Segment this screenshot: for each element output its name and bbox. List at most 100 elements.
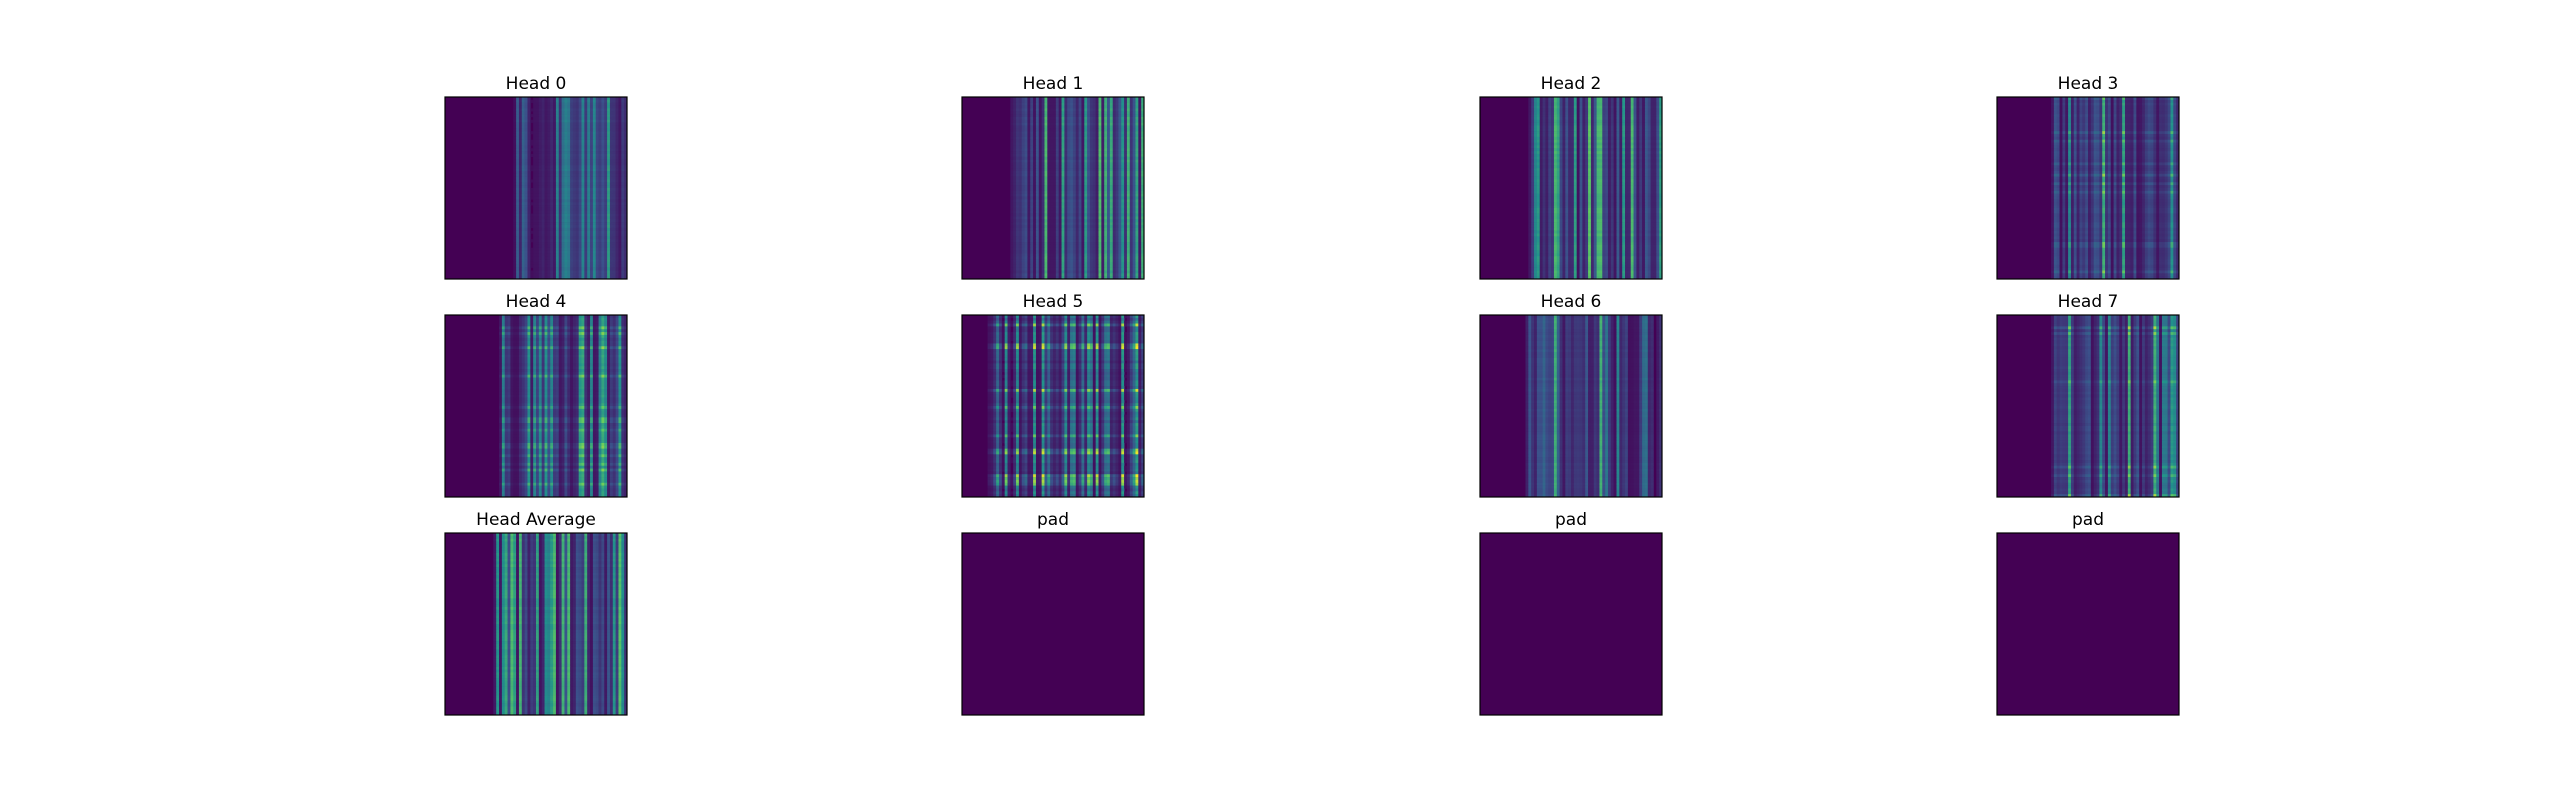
- heatmap-cell: [1092, 133, 1096, 138]
- heatmap-cell: [516, 125, 520, 129]
- heatmap-cell: [612, 173, 616, 177]
- heatmap-cell: [592, 173, 597, 177]
- heatmap-cell: [1078, 179, 1082, 183]
- heatmap-cell: [1121, 156, 1125, 160]
- heatmap-cell: [572, 267, 577, 271]
- heatmap-cell: [604, 222, 608, 226]
- heatmap-cell: [1064, 199, 1068, 203]
- heatmap-cell: [524, 222, 528, 226]
- heatmap-cell: [595, 247, 599, 251]
- heatmap-cell: [1044, 242, 1048, 246]
- heatmap-cell: [1072, 170, 1077, 175]
- heatmap-cell: [1124, 213, 1128, 217]
- heatmap-cell: [547, 236, 551, 240]
- heatmap-cell: [1030, 227, 1034, 231]
- heatmap-cell: [538, 145, 542, 149]
- heatmap-cell: [595, 239, 599, 243]
- heatmap-cell: [1104, 165, 1108, 169]
- heatmap-cell: [555, 136, 560, 140]
- heatmap-cell: [536, 159, 540, 163]
- heatmap-cell: [578, 108, 582, 112]
- heatmap-cell: [612, 99, 616, 103]
- heatmap-cell: [1013, 242, 1017, 246]
- heatmap-cell: [561, 247, 565, 251]
- heatmap-cell: [1061, 213, 1065, 217]
- heatmap-cell: [1118, 179, 1122, 183]
- heatmap-cell: [555, 142, 560, 146]
- heatmap-cell: [1089, 222, 1094, 226]
- heatmap-cell: [536, 239, 540, 243]
- heatmap-cell: [1075, 207, 1079, 212]
- heatmap-cell: [592, 244, 597, 249]
- heatmap-cell: [1010, 119, 1014, 123]
- heatmap-cell: [1075, 219, 1079, 223]
- heatmap-cell: [1027, 199, 1031, 203]
- heatmap-cell: [1112, 153, 1116, 158]
- heatmap-cell: [1092, 176, 1096, 180]
- heatmap-cell: [1092, 105, 1096, 109]
- heatmap-cell: [587, 128, 591, 132]
- heatmap-cell: [581, 199, 585, 203]
- heatmap-cell: [1070, 213, 1074, 217]
- heatmap-cell: [1118, 142, 1122, 146]
- heatmap-cell: [1138, 102, 1142, 106]
- heatmap-cell: [615, 264, 619, 268]
- heatmap-cell: [544, 185, 548, 189]
- heatmap-cell: [1016, 207, 1020, 212]
- heatmap-cell: [584, 99, 588, 103]
- heatmap-cell: [615, 247, 619, 251]
- heatmap-cell: [1064, 224, 1068, 229]
- heatmap-cell: [521, 116, 525, 121]
- heatmap-cell: [533, 156, 537, 160]
- heatmap-cell: [1067, 125, 1071, 129]
- heatmap-cell: [1089, 156, 1094, 160]
- heatmap-cell: [1115, 145, 1119, 149]
- heatmap-cell: [538, 168, 542, 172]
- heatmap-cell: [550, 182, 554, 186]
- heatmap-cell: [524, 256, 528, 260]
- heatmap-cell: [1104, 242, 1108, 246]
- heatmap-cell: [561, 261, 565, 266]
- heatmap-cell: [615, 165, 619, 169]
- heatmap-cell: [538, 190, 542, 194]
- heatmap-cell: [1013, 199, 1017, 203]
- heatmap-cell: [1053, 97, 1057, 101]
- heatmap-cell: [1035, 193, 1040, 197]
- heatmap-cell: [607, 145, 611, 149]
- heatmap-cell: [544, 139, 548, 143]
- heatmap-cell: [1126, 159, 1131, 163]
- heatmap-cell: [1081, 148, 1085, 152]
- heatmap-cell: [584, 199, 588, 203]
- heatmap-cell: [1055, 122, 1059, 126]
- heatmap-cell: [607, 151, 611, 155]
- heatmap-cell: [1092, 239, 1096, 243]
- heatmap-cell: [570, 261, 574, 266]
- heatmap-cell: [1075, 133, 1079, 138]
- heatmap-cell: [538, 250, 542, 254]
- heatmap-cell: [1098, 176, 1102, 180]
- heatmap-cell: [1089, 165, 1094, 169]
- heatmap-cell: [618, 142, 622, 146]
- heatmap-cell: [575, 99, 579, 103]
- heatmap-cell: [1089, 139, 1094, 143]
- heatmap-cell: [575, 122, 579, 126]
- heatmap-cell: [609, 193, 614, 197]
- heatmap-cell: [578, 125, 582, 129]
- heatmap-cell: [567, 205, 571, 209]
- heatmap-cell: [1058, 122, 1062, 126]
- heatmap-cell: [592, 199, 597, 203]
- heatmap-cell: [1072, 168, 1077, 172]
- heatmap-cell: [527, 216, 531, 220]
- heatmap-cell: [553, 188, 557, 192]
- heatmap-cell: [1033, 207, 1037, 212]
- heatmap-cell: [544, 170, 548, 175]
- heatmap-cell: [1092, 193, 1096, 197]
- heatmap-cell: [513, 185, 517, 189]
- heatmap-cell: [538, 276, 542, 280]
- heatmap-cell: [513, 131, 517, 135]
- heatmap-cell: [533, 210, 537, 214]
- heatmap-cell: [1098, 242, 1102, 246]
- heatmap-cell: [1030, 236, 1034, 240]
- heatmap-cell: [1058, 213, 1062, 217]
- heatmap-cell: [1047, 142, 1051, 146]
